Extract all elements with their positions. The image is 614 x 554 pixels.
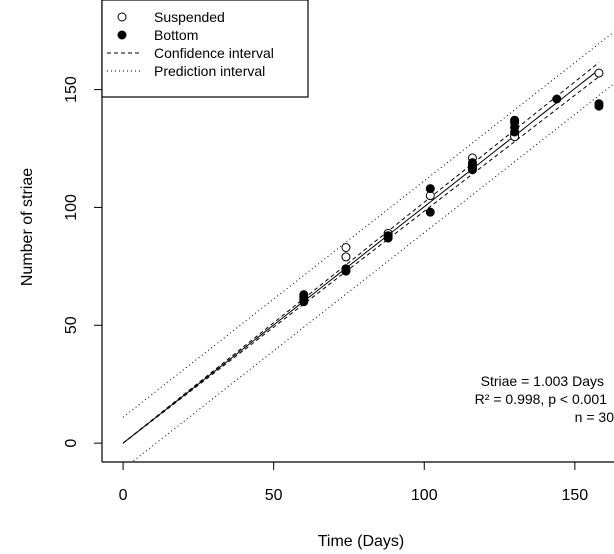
bottom-point — [552, 94, 562, 104]
bottom-point — [594, 101, 604, 111]
regression-annotation: Striae = 1.003 Days R² = 0.998, p < 0.001… — [475, 373, 614, 425]
confidence-lower-line — [122, 76, 600, 444]
confidence-upper-line — [122, 62, 600, 444]
suspended-point — [341, 252, 351, 262]
annotation-line: R² = 0.998, p < 0.001 — [475, 391, 608, 407]
prediction-lower-line — [131, 83, 614, 462]
bottom-point — [341, 266, 351, 276]
x-tick-label: 0 — [119, 487, 128, 504]
fit-lines — [122, 31, 614, 462]
legend-label: Suspended — [154, 9, 225, 25]
bottom-point — [467, 165, 477, 175]
data-points — [299, 68, 604, 307]
legend-marker — [117, 12, 127, 22]
y-tick-label: 150 — [63, 76, 80, 103]
bottom-point — [383, 233, 393, 243]
legend-label: Prediction interval — [154, 63, 265, 79]
bottom-point — [510, 127, 520, 137]
y-axis-label: Number of striae — [19, 168, 36, 286]
prediction-upper-line — [122, 31, 614, 418]
bottom-point — [425, 184, 435, 194]
legend-label: Bottom — [154, 27, 198, 43]
y-tick-label: 50 — [63, 316, 80, 334]
x-tick-label: 50 — [265, 487, 283, 504]
y-tick-label: 0 — [63, 439, 80, 448]
axes: 0 50 100 150 0 50 100 150 — [63, 0, 614, 504]
legend-label: Confidence interval — [154, 45, 274, 61]
suspended-point — [594, 68, 604, 78]
annotation-line: n = 30 — [575, 409, 614, 425]
legend-box — [101, 0, 309, 98]
annotation-line: Striae = 1.003 Days — [481, 373, 604, 389]
suspended-point — [341, 243, 351, 252]
x-axis-label: Time (Days) — [318, 533, 405, 550]
legend-marker — [117, 30, 127, 40]
bottom-point — [299, 297, 309, 307]
x-tick-label: 100 — [411, 487, 438, 504]
regression-line — [122, 69, 600, 444]
y-tick-label: 100 — [63, 194, 80, 221]
bottom-point — [425, 207, 435, 217]
x-tick-label: 150 — [561, 487, 588, 504]
legend: Suspended Bottom Confidence interval Predic… — [101, 0, 309, 98]
